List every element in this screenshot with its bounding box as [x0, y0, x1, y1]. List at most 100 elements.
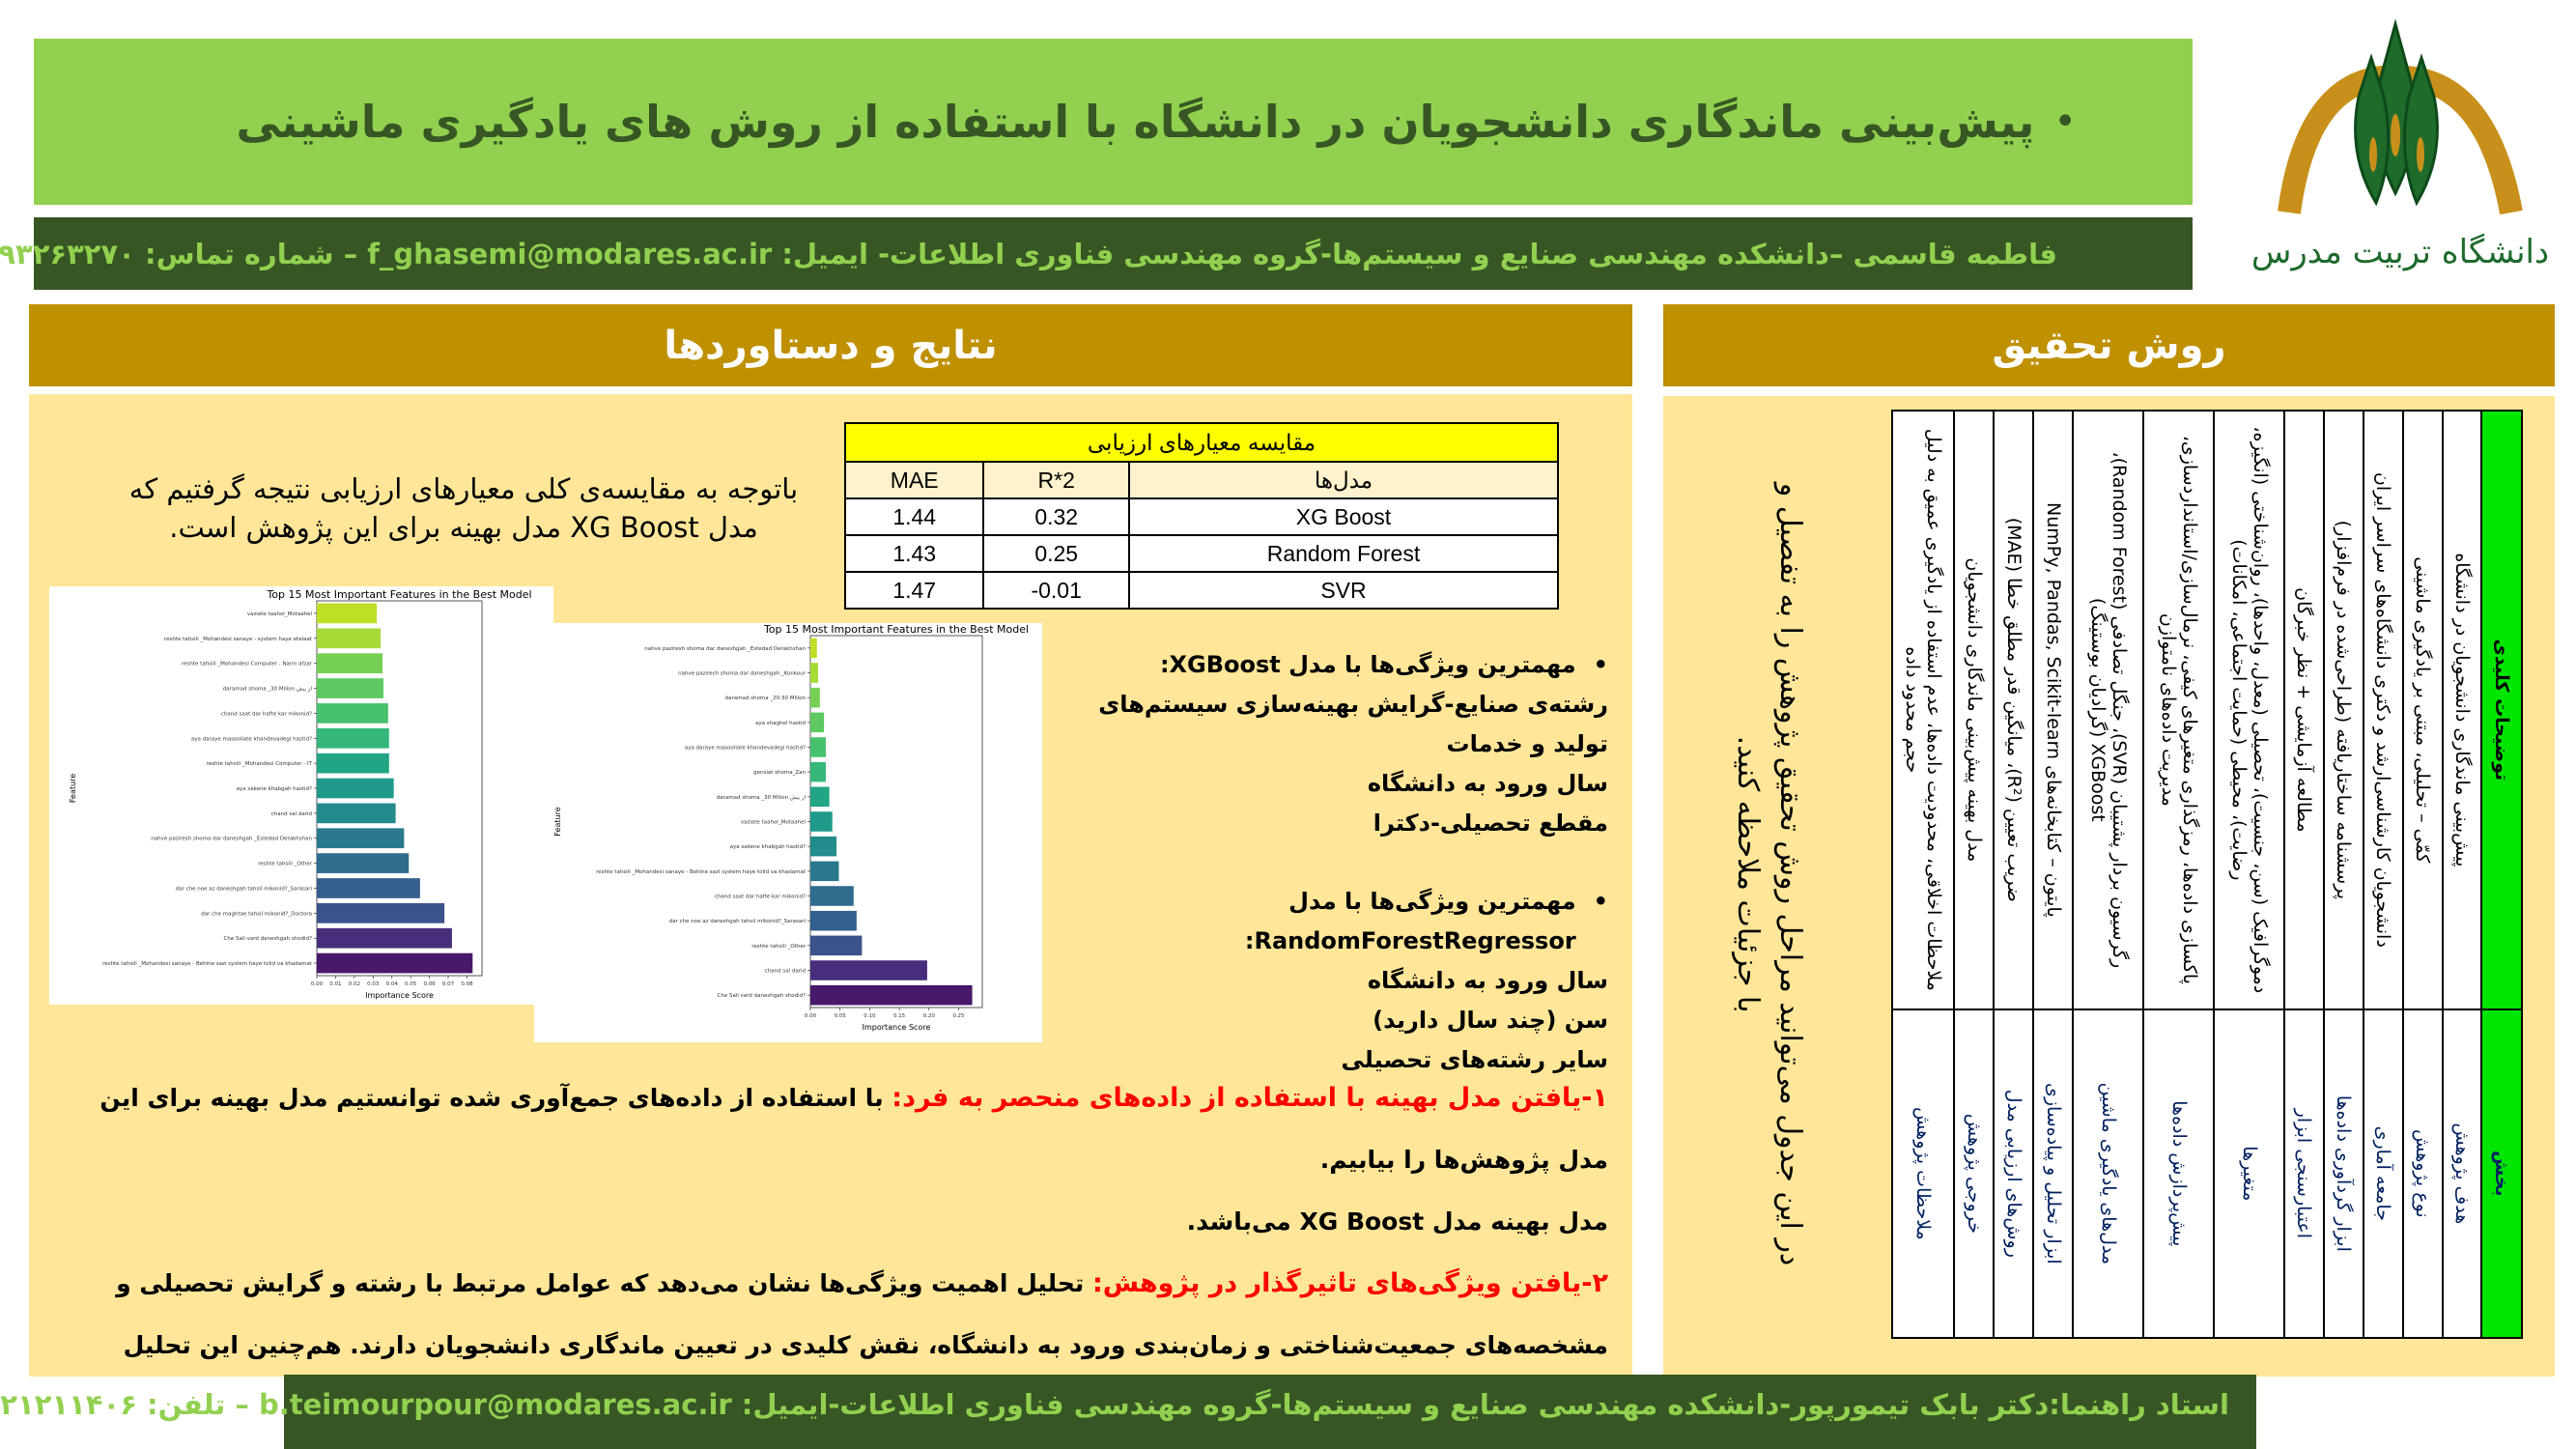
bar: [810, 910, 857, 931]
description-cell: ضریب تعیین (R²)، میانگین قدر مطلق خطا (M…: [1994, 411, 2033, 1009]
bar: [317, 703, 388, 724]
description-cell: پرسشنامه ساختاریافته (طراحی‌شده در فرم‌ا…: [2323, 411, 2364, 1009]
methods-table-rotated: بخش توضیحات کلیدی هدف پژوهش پیش‌بینی ماندگا…: [1891, 410, 2523, 1339]
model-cell: SVR: [1127, 571, 1560, 610]
x-tick-label: 0.02: [349, 981, 360, 987]
description-cell: کمّی – تحلیلی، مبتنی بر یادگیری ماشینی: [2402, 411, 2444, 1009]
bar: [810, 935, 863, 956]
table-row: خروجی پژوهش مدل بهینه پیش‌بینی ماندگاری د…: [1953, 411, 1995, 1338]
methods-heading: روش تحقیق: [1663, 304, 2555, 386]
description-cell: مطالعه آزمایشی + نظر خبرگان: [2284, 411, 2324, 1009]
description-cell: دانشجویان کارشناسی‌ارشد و دکتری دانشگاه‌…: [2364, 411, 2403, 1009]
mae-cell: 1.47: [843, 571, 985, 610]
description-cell: ملاحظات اخلاقی، محدودیت داده‌ها، عدم است…: [1892, 411, 1954, 1009]
evaluation-comparison-table: مقایسه معیارهای ارزیابی MAE R*2 مدل‌ها 1…: [843, 422, 1560, 610]
y-tick-label: Che Sali vard daneshgah shodid?: [224, 936, 313, 942]
table-row: هدف پژوهش پیش‌بینی ماندگاری دانشجویان در …: [2443, 411, 2482, 1338]
y-tick-label: vaziate taahol_Motaahel: [741, 820, 807, 826]
y-tick-label: dar che noe az daneshgah tahsil mikonid?…: [669, 919, 807, 924]
bullet-icon: •: [2053, 99, 2077, 144]
x-tick-label: 0.06: [423, 981, 436, 987]
section-cell: مدل‌های یادگیری ماشین: [2073, 1009, 2144, 1338]
description-cell: پایتون – کتابخانه‌های NumPy, Pandas, Sci…: [2032, 411, 2074, 1009]
y-tick-label: reshte tahsili _Other: [258, 862, 312, 867]
y-tick-label: reshte tahsili _Mohandesi Computer - IT: [207, 761, 313, 767]
list-item: سایر رشته‌های تحصیلی: [1341, 1046, 1608, 1073]
bar: [317, 828, 405, 849]
university-logo: دانشگاه تربیت مدرس: [2250, 10, 2550, 290]
bar: [317, 778, 394, 799]
xgboost-feature-importance-chart: Top 15 Most Important Features in the Be…: [49, 586, 553, 1005]
chart-svg: Top 15 Most Important Features in the Be…: [553, 623, 1029, 1032]
y-tick-label: nahve paziresh shoma dar daneshgah _Este…: [151, 837, 312, 842]
bar: [810, 737, 826, 757]
r2-cell: 0.25: [982, 534, 1130, 573]
table-row: 1.43 0.25 Random Forest: [843, 534, 1560, 573]
x-tick-label: 0.15: [893, 1013, 906, 1019]
x-tick-label: 0.07: [442, 981, 455, 987]
section-cell: خروجی پژوهش: [1953, 1009, 1995, 1338]
y-tick-label: daramad shoma _20-30 Milion: [725, 696, 807, 701]
table-row: مدل‌های یادگیری ماشین رگرسیون بردار پشتیب…: [2073, 411, 2144, 1338]
section-cell: متغیرها: [2214, 1009, 2285, 1338]
bar: [317, 853, 410, 873]
r2-cell: 0.32: [982, 497, 1130, 536]
finding-title: ۱-یافتن مدل بهینه با استفاده از داده‌های…: [892, 1083, 1608, 1113]
table-row: 1.44 0.32 XG Boost: [843, 497, 1560, 536]
bullet-heading-text: مهمترین ویژگی‌ها با مدل RandomForestRegr…: [1244, 888, 1576, 954]
table-row: روش‌های ارزیابی مدل ضریب تعیین (R²)، میان…: [1994, 411, 2033, 1338]
x-tick-label: 0.05: [835, 1013, 847, 1019]
advisor-info: استاد راهنما:دکتر بابک تیمورپور-دانشکده …: [0, 1388, 2229, 1421]
mae-cell: 1.43: [843, 534, 985, 573]
bar: [810, 712, 825, 733]
bar: [810, 638, 817, 659]
bar: [317, 803, 396, 824]
author-banner: فاطمه قاسمی –دانشکده مهندسی صنایع و سیست…: [0, 217, 2193, 290]
y-tick-label: dar che maghtae tahsil mikonid?_Doctora: [201, 911, 312, 917]
section-cell: نوع پژوهش: [2402, 1009, 2444, 1338]
eval-table-title: مقایسه معیارهای ارزیابی: [844, 422, 1559, 463]
results-heading: نتایج و دستاوردها: [29, 304, 1632, 386]
y-tick-label: chand saat dar hafte kar mikonid?: [221, 711, 312, 717]
chart-svg: Top 15 Most Important Features in the Be…: [69, 588, 532, 1000]
x-tick-label: 0.05: [405, 981, 417, 987]
x-tick-label: 0.03: [367, 981, 380, 987]
bullet-heading-xgboost: • مهمترین ویژگی‌ها با مدل XGBoost:: [1062, 645, 1608, 685]
logo-text: دانشگاه تربیت مدرس: [2251, 233, 2549, 271]
x-tick-label: 0.25: [952, 1013, 965, 1019]
bar: [810, 786, 830, 808]
x-tick-label: 0.00: [311, 981, 324, 987]
description-cell: پاکسازی داده‌ها، رمزگذاری متغیرهای کیفی،…: [2143, 411, 2215, 1009]
y-tick-label: Che Sali vard daneshgah shodid?: [718, 993, 807, 999]
y-tick-label: aya shaghel hastid: [755, 721, 806, 726]
bar: [317, 927, 452, 949]
bullet-icon: •: [1593, 651, 1608, 678]
y-tick-label: chand sal darid: [271, 811, 312, 817]
bar: [810, 960, 927, 980]
table-row: نوع پژوهش کمّی – تحلیلی، مبتنی بر یادگیری…: [2402, 411, 2444, 1338]
bar: [810, 861, 839, 882]
section-cell: ملاحظات پژوهش: [1892, 1009, 1954, 1338]
header-description: توضیحات کلیدی: [2481, 411, 2522, 1009]
list-item: سال ورود به دانشگاه: [1367, 770, 1608, 797]
table-row: متغیرها دموگرافیک (سن، جنسیت)، تحصیلی (مع…: [2214, 411, 2285, 1338]
y-tick-label: nahve paziresh shoma dar daneshgah _Este…: [644, 646, 806, 652]
section-cell: هدف پژوهش: [2443, 1009, 2482, 1338]
eval-col-mae: MAE: [843, 461, 985, 499]
y-tick-label: vaziate taahol_Motaahel: [247, 611, 313, 617]
section-cell: جامعه آماری: [2364, 1009, 2403, 1338]
section-cell: اعتبارسنجی ابزار: [2284, 1009, 2324, 1338]
finding-1-extra: مدل بهینه مدل XG Boost می‌باشد.: [1186, 1208, 1608, 1236]
x-axis-label: Importance Score: [365, 991, 434, 1000]
y-tick-label: daramad shoma _30 Milion از بیش: [223, 687, 313, 693]
y-tick-label: aya daraye masooliate khandevadegi hasti…: [685, 746, 806, 752]
poster-title: پیش‌بینی ماندگاری دانشجویان در دانشگاه ب…: [236, 96, 2035, 148]
section-cell: ابزار گردآوری داده‌ها: [2323, 1009, 2364, 1338]
y-tick-label: nahve paziresh shoma dar daneshgah _Konk…: [678, 671, 807, 677]
model-cell: XG Boost: [1127, 497, 1560, 536]
bullet-heading-random-forest: • مهمترین ویژگی‌ها با مدل RandomForestReg…: [1062, 882, 1608, 961]
list-item: سن (چند سال دارید): [1373, 1007, 1608, 1034]
bullet-icon: •: [1593, 888, 1608, 915]
y-tick-label: gensiat shoma_Zan: [753, 770, 806, 776]
y-axis-label: Feature: [69, 774, 77, 803]
